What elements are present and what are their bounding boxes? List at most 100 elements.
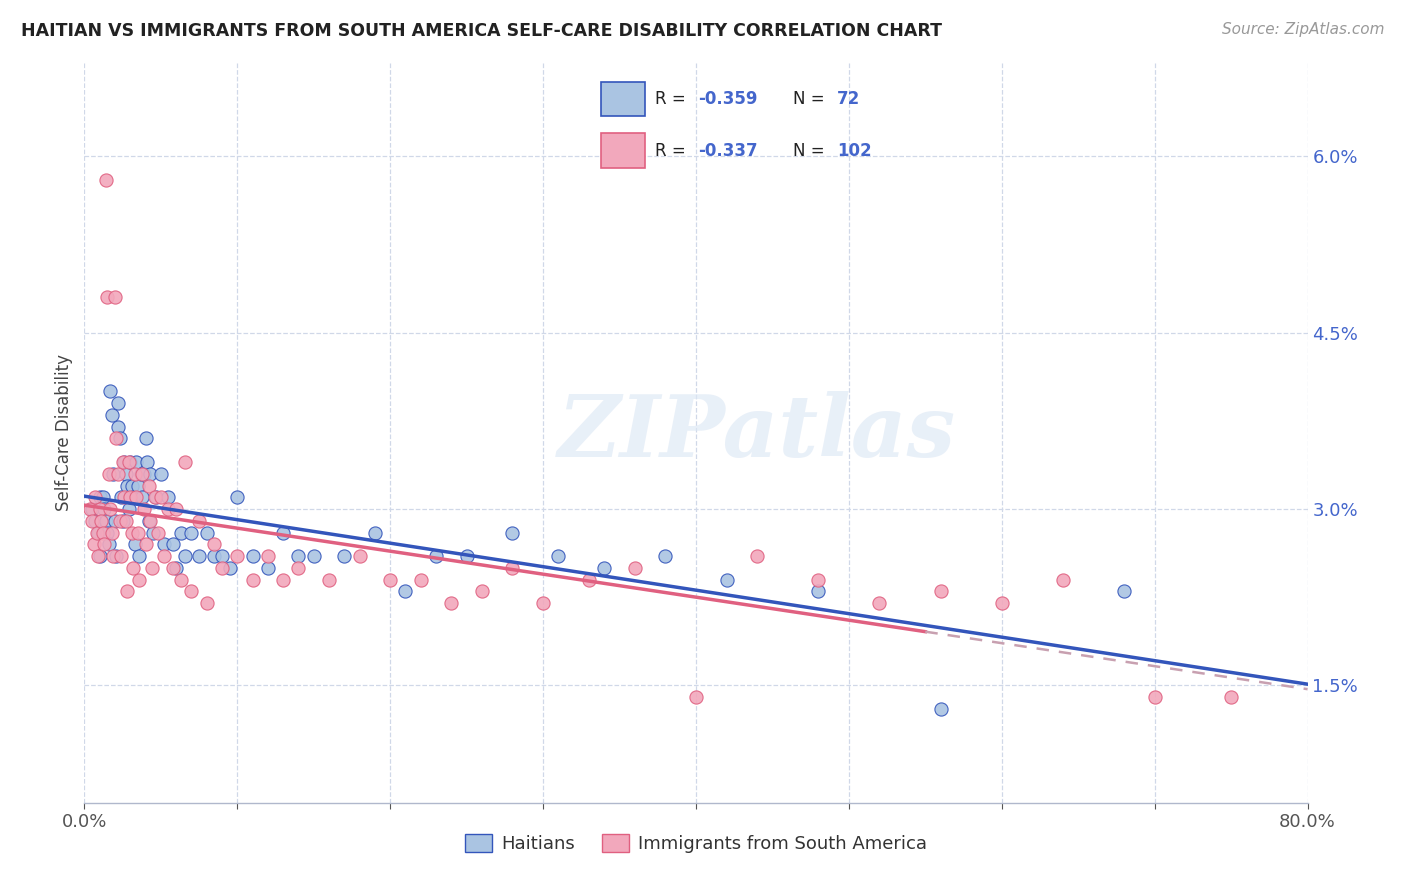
Y-axis label: Self-Care Disability: Self-Care Disability: [55, 354, 73, 511]
Point: [165, 561, 187, 575]
Point: [127, 525, 149, 540]
Point: [318, 573, 340, 587]
Point: [153, 549, 176, 563]
Point: [104, 514, 127, 528]
Text: -0.337: -0.337: [699, 142, 758, 160]
Point: [131, 490, 153, 504]
Point: [807, 573, 830, 587]
Point: [211, 549, 233, 563]
Point: [271, 525, 294, 540]
Text: HAITIAN VS IMMIGRANTS FROM SOUTH AMERICA SELF-CARE DISABILITY CORRELATION CHART: HAITIAN VS IMMIGRANTS FROM SOUTH AMERICA…: [21, 22, 942, 40]
Point: [174, 549, 197, 563]
Point: [157, 490, 180, 504]
Point: [96, 525, 118, 540]
Point: [120, 490, 142, 504]
Point: [101, 408, 124, 422]
Point: [333, 549, 356, 563]
Point: [593, 561, 616, 575]
Text: N =: N =: [793, 142, 830, 160]
Point: [112, 490, 135, 504]
Point: [380, 573, 402, 587]
Point: [578, 573, 600, 587]
Point: [929, 584, 952, 599]
Point: [440, 596, 463, 610]
Text: -0.359: -0.359: [699, 90, 758, 108]
Point: [124, 467, 146, 481]
Point: [115, 584, 138, 599]
Point: [129, 467, 152, 481]
FancyBboxPatch shape: [600, 82, 644, 116]
Point: [97, 467, 120, 481]
Point: [107, 467, 129, 481]
Point: [174, 455, 197, 469]
Point: [135, 537, 157, 551]
Point: [98, 384, 121, 399]
Point: [93, 537, 115, 551]
Point: [271, 573, 294, 587]
Point: [180, 584, 202, 599]
Text: 102: 102: [837, 142, 872, 160]
Point: [96, 290, 118, 304]
Point: [84, 490, 107, 504]
Point: [94, 173, 117, 187]
Point: [132, 502, 155, 516]
Point: [121, 478, 143, 492]
Point: [149, 490, 172, 504]
Point: [747, 549, 769, 563]
Point: [202, 549, 225, 563]
Point: [302, 549, 325, 563]
Point: [162, 561, 184, 575]
Point: [98, 502, 121, 516]
Text: N =: N =: [793, 90, 830, 108]
Point: [110, 549, 132, 563]
Point: [149, 467, 172, 481]
Point: [122, 490, 145, 504]
Point: [364, 525, 387, 540]
Point: [685, 690, 707, 704]
Point: [195, 596, 218, 610]
Point: [120, 455, 142, 469]
Point: [242, 549, 264, 563]
Point: [138, 478, 160, 492]
Point: [257, 561, 280, 575]
Point: [287, 549, 309, 563]
Point: [125, 455, 148, 469]
Point: [87, 549, 110, 563]
Point: [128, 549, 150, 563]
Point: [115, 478, 138, 492]
Point: [139, 467, 162, 481]
Point: [991, 596, 1014, 610]
Point: [807, 584, 830, 599]
Point: [153, 537, 176, 551]
Point: [108, 514, 131, 528]
Point: [83, 537, 105, 551]
Point: [124, 537, 146, 551]
Point: [89, 490, 111, 504]
Text: ZIPatlas: ZIPatlas: [558, 391, 956, 475]
Text: 72: 72: [837, 90, 860, 108]
Point: [114, 514, 136, 528]
Point: [136, 455, 159, 469]
Point: [716, 573, 738, 587]
Point: [86, 525, 108, 540]
Point: [471, 584, 494, 599]
Point: [87, 525, 110, 540]
Point: [103, 467, 125, 481]
Point: [180, 525, 202, 540]
Text: R =: R =: [655, 142, 690, 160]
Point: [502, 561, 524, 575]
Point: [125, 490, 148, 504]
Point: [101, 525, 124, 540]
Point: [869, 596, 891, 610]
Point: [257, 549, 280, 563]
Point: [242, 573, 264, 587]
Point: [112, 455, 135, 469]
Point: [93, 502, 115, 516]
Point: [90, 514, 112, 528]
Point: [138, 514, 160, 528]
Point: [547, 549, 569, 563]
Point: [1052, 573, 1074, 587]
Point: [118, 502, 141, 516]
Point: [409, 573, 432, 587]
Point: [111, 455, 134, 469]
